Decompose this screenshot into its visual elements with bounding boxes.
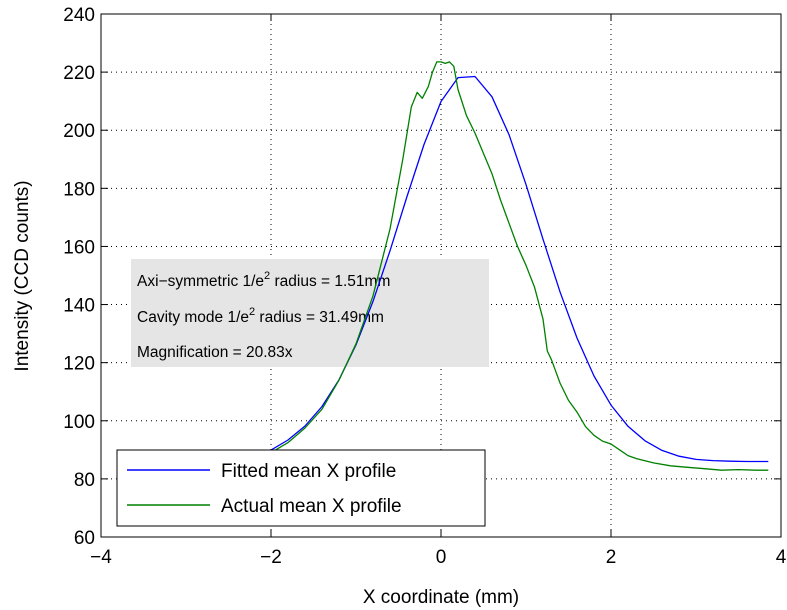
- y-tick-label: 120: [63, 354, 95, 375]
- y-tick-label: 80: [74, 470, 95, 491]
- annotation-line-3: Magnification = 20.83x: [137, 344, 293, 361]
- y-tick-label: 240: [63, 5, 95, 26]
- y-tick-label: 160: [63, 237, 95, 258]
- x-tick-label: −2: [260, 547, 282, 568]
- y-tick-label: 200: [63, 121, 95, 142]
- y-tick-label: 140: [63, 296, 95, 317]
- x-tick-label: −4: [90, 547, 112, 568]
- annotation-background: [131, 259, 489, 367]
- legend: Fitted mean X profile Actual mean X prof…: [116, 449, 486, 527]
- y-tick-label: 100: [63, 412, 95, 433]
- legend-box: [116, 449, 486, 527]
- axis-ticks: −4 −2 0 2 4 60 80 100 120 140 160 180 200 220 240: [63, 5, 786, 568]
- y-tick-label: 220: [63, 63, 95, 84]
- annotation-box: Axi−symmetric 1/e2 radius = 1.51mm Cavit…: [131, 259, 489, 367]
- series-lines: [270, 61, 769, 471]
- x-tick-label: 0: [436, 547, 447, 568]
- y-tick-label: 180: [63, 179, 95, 200]
- y-tick-label: 60: [74, 528, 95, 549]
- annotation-line-2: Cavity mode 1/e2 radius = 31.49mm: [137, 306, 384, 326]
- x-tick-label: 4: [776, 547, 787, 568]
- legend-label-actual: Actual mean X profile: [221, 496, 402, 517]
- x-axis-label: X coordinate (mm): [363, 587, 519, 608]
- x-tick-label: 2: [606, 547, 617, 568]
- annotation-line-1: Axi−symmetric 1/e2 radius = 1.51mm: [137, 270, 390, 290]
- legend-label-fitted: Fitted mean X profile: [221, 461, 396, 482]
- series-line-actual: [270, 61, 769, 471]
- y-axis-label: Intensity (CCD counts): [12, 180, 33, 371]
